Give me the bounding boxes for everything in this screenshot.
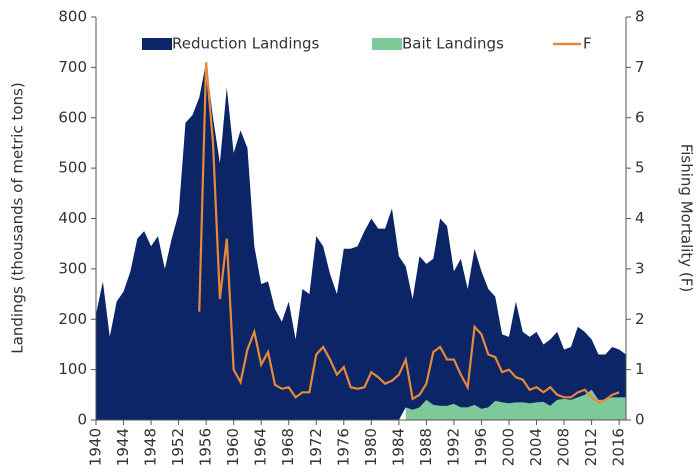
y2-tick-label: 3: [635, 259, 645, 277]
legend-label: F: [583, 35, 592, 53]
x-tick-label: 2008: [555, 428, 573, 466]
x-tick-label: 1996: [472, 428, 490, 466]
x-tick-label: 2012: [582, 428, 600, 466]
y-tick-label: 500: [58, 159, 87, 177]
line: [198, 62, 620, 404]
y-tick-label: 700: [58, 58, 87, 76]
x-tick-label: 1960: [224, 428, 242, 466]
y2-tick-label: 2: [635, 310, 645, 328]
y-axis-title: Landings (thousands of metric tons): [9, 82, 27, 353]
y2-tick-label: 6: [635, 108, 645, 126]
y2-tick-label: 4: [635, 209, 645, 227]
y2-axis-title: Fishing Mortality (F): [678, 144, 696, 293]
y2-tick-label: 8: [635, 8, 645, 26]
y2-tick-label: 1: [635, 360, 645, 378]
x-tick-label: 1988: [417, 428, 435, 466]
x-tick-label: 1992: [444, 428, 462, 466]
legend-swatch: [142, 38, 172, 50]
legend-swatch: [372, 38, 402, 50]
x-tick-label: 1980: [362, 428, 380, 466]
x-tick-label: 1944: [114, 428, 132, 466]
x-tick-label: 1968: [279, 428, 297, 466]
y2-tick-label: 7: [635, 58, 645, 76]
legend-label: Reduction Landings: [172, 35, 320, 53]
y-tick-label: 600: [58, 108, 87, 126]
y-tick-label: 100: [58, 360, 87, 378]
x-tick-label: 1976: [334, 428, 352, 466]
y-tick-label: 200: [58, 310, 87, 328]
x-tick-label: 2000: [499, 428, 517, 466]
x-tick-label: 2004: [527, 428, 545, 466]
area: [405, 389, 626, 420]
x-tick-label: 2016: [610, 428, 628, 466]
x-tick-label: 1964: [252, 428, 270, 466]
area: [96, 62, 626, 421]
y-tick-label: 0: [77, 411, 87, 429]
y-tick-label: 400: [58, 209, 87, 227]
x-tick-label: 1956: [197, 428, 215, 466]
y-tick-label: 300: [58, 259, 87, 277]
x-tick-label: 1972: [307, 428, 325, 466]
x-tick-label: 1984: [389, 428, 407, 466]
y-tick-label: 800: [58, 8, 87, 26]
y2-tick-label: 5: [635, 159, 645, 177]
x-tick-label: 1940: [87, 428, 105, 466]
x-tick-label: 1952: [169, 428, 187, 466]
x-tick-label: 1948: [142, 428, 160, 466]
legend-label: Bait Landings: [402, 35, 504, 53]
y2-tick-label: 0: [635, 411, 645, 429]
